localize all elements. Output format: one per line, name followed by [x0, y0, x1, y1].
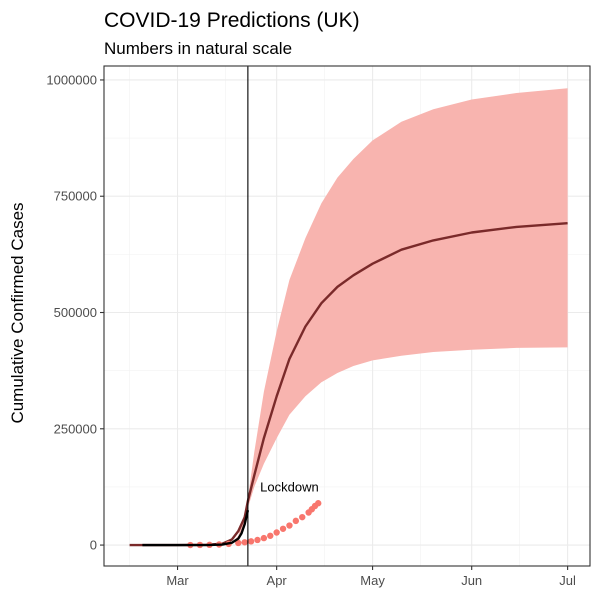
observed-point — [254, 536, 261, 544]
y-axis-title: Cumulative Confirmed Cases — [8, 202, 27, 423]
observed-point — [286, 522, 293, 529]
x-tick-label: May — [360, 573, 385, 588]
x-axis: Mar Apr May Jun Jul — [166, 566, 576, 588]
observed-point — [247, 538, 255, 545]
y-tick-label: 500000 — [54, 305, 97, 320]
observed-point — [279, 525, 287, 532]
x-tick-label: Apr — [267, 573, 288, 588]
observed-point — [235, 539, 242, 547]
y-tick-label: 1000000 — [46, 72, 97, 87]
prediction-interval-band — [129, 88, 568, 546]
observed-point — [299, 513, 306, 521]
y-tick-label: 250000 — [54, 421, 97, 436]
observed-point — [273, 529, 280, 536]
x-tick-label: Jun — [461, 573, 482, 588]
fitted-line — [142, 509, 250, 547]
plot-border — [103, 65, 591, 567]
observed-point — [260, 534, 268, 542]
plot-area: Lockdown 0 250000 500000 750000 1000000 Mar Apr… — [46, 65, 591, 588]
y-axis: 0 250000 500000 750000 1000000 — [46, 72, 104, 553]
x-tick-label: Mar — [166, 573, 189, 588]
observed-point — [267, 532, 274, 539]
chart-title: COVID-19 Predictions (UK) — [104, 9, 360, 32]
y-tick-label: 750000 — [54, 189, 97, 204]
x-tick-label: Jul — [559, 573, 576, 588]
observed-point — [315, 500, 322, 507]
observed-point — [241, 539, 248, 546]
y-tick-label: 0 — [90, 538, 97, 553]
lockdown-label: Lockdown — [260, 480, 319, 495]
chart-subtitle: Numbers in natural scale — [104, 39, 292, 58]
observed-point — [292, 517, 300, 525]
